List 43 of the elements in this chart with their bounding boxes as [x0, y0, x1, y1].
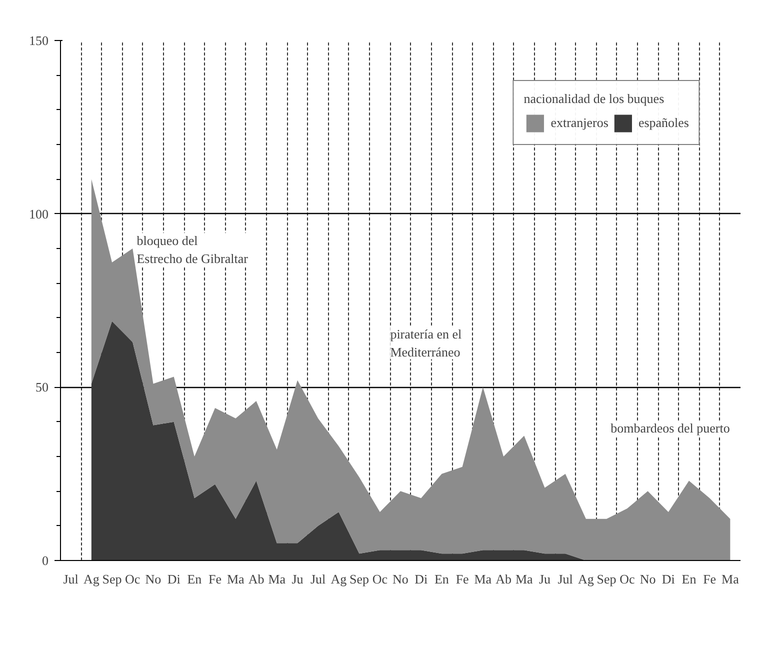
x-tick-label: Jul [310, 572, 326, 586]
x-tick-label: Ma [722, 572, 740, 586]
x-tick-label: Ag [578, 572, 594, 586]
x-tick-label: Ma [474, 572, 492, 586]
x-tick-label: Ab [496, 572, 512, 586]
x-tick-label: Ma [268, 572, 286, 586]
annotation: bloqueo del Estrecho de Gibraltar [136, 232, 249, 266]
y-tick-label: 50 [36, 380, 48, 395]
x-tick-label: Ma [515, 572, 534, 586]
x-tick-label: En [434, 572, 450, 586]
x-tick-label: Fe [703, 572, 716, 586]
x-tick-label: Ag [83, 572, 100, 586]
x-tick-label: Jul [63, 572, 79, 586]
x-tick-label: Oc [125, 572, 140, 586]
x-tick-label: Jul [558, 572, 574, 586]
x-tick-label: En [682, 572, 697, 586]
x-tick-label: Oc [620, 572, 635, 586]
x-tick-label: En [187, 572, 202, 586]
legend-title: nacionalidad de los buques [524, 91, 666, 107]
x-tick-label: Ab [248, 572, 264, 586]
x-tick-label: Ma [226, 572, 245, 586]
legend-label: extranjeros [550, 115, 608, 131]
y-tick-label: 150 [29, 33, 48, 48]
x-tick-label: Oc [372, 572, 388, 586]
annotation: bombardeos del puerto [610, 420, 730, 436]
x-tick-label: Ag [330, 572, 348, 586]
x-tick-label: No [145, 572, 162, 586]
x-tick-label: Fe [456, 572, 470, 586]
y-tick-label: 100 [29, 206, 48, 222]
x-tick-label: Di [662, 572, 676, 586]
x-tick-label: Di [167, 572, 181, 586]
x-tick-label: Fe [208, 572, 222, 586]
x-tick-label: Sep [350, 572, 370, 586]
x-tick-label: Ju [292, 572, 304, 586]
x-tick-label: No [640, 572, 656, 586]
x-tick-label: Sep [596, 572, 616, 586]
x-tick-label: Sep [102, 572, 122, 586]
legend-label: españoles [638, 115, 689, 131]
x-tick-label: Ju [538, 572, 552, 586]
y-tick-label: 0 [42, 553, 48, 568]
x-tick-label: No [392, 572, 408, 586]
annotation: piratería en el Mediterráneo [390, 326, 462, 360]
x-tick-label: Di [414, 572, 428, 586]
